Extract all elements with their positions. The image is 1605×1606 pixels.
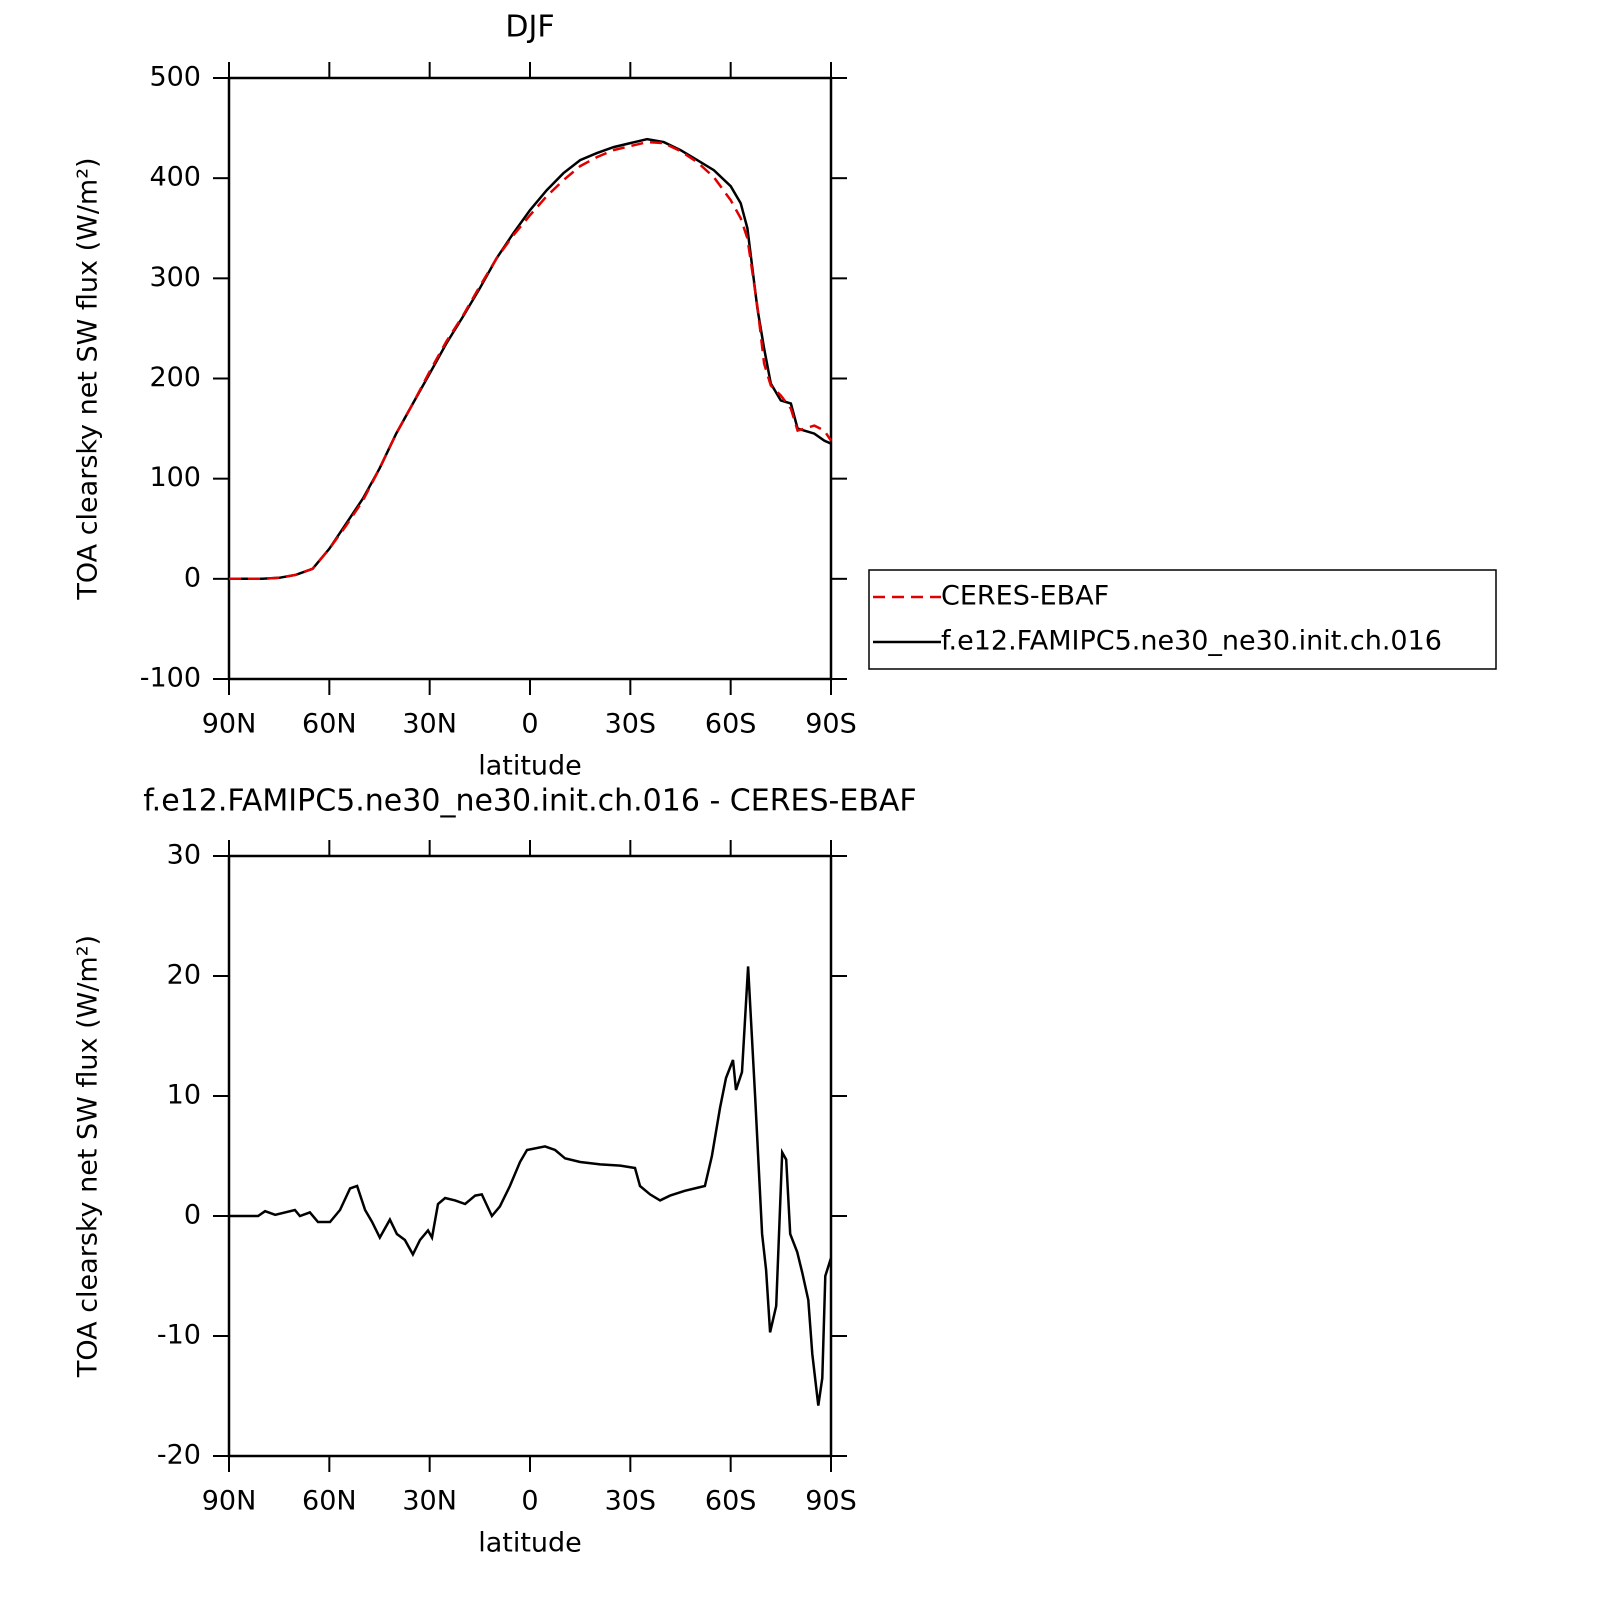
x-tick-label: 30N bbox=[402, 709, 457, 740]
legend-box bbox=[868, 569, 1497, 670]
x-tick-label: 30S bbox=[605, 1486, 657, 1517]
y-tick-label: 30 bbox=[167, 840, 201, 871]
y-tick-label: -100 bbox=[140, 663, 201, 694]
data-line bbox=[229, 137, 832, 581]
data-line bbox=[229, 140, 833, 581]
y-axis-label: TOA clearsky net SW flux (W/m²) bbox=[73, 157, 104, 600]
y-tick-label: -10 bbox=[157, 1320, 201, 1351]
y-tick-label: 400 bbox=[149, 162, 201, 193]
legend-label: CERES-EBAF bbox=[941, 581, 1109, 612]
chart-title: f.e12.FAMIPC5.ne30_ne30.init.ch.016 - CE… bbox=[143, 784, 916, 819]
x-tick-label: 0 bbox=[521, 709, 538, 740]
y-tick-label: 500 bbox=[149, 62, 201, 93]
y-tick-label: 300 bbox=[149, 262, 201, 293]
x-axis-label: latitude bbox=[478, 1528, 582, 1559]
data-line bbox=[229, 966, 833, 1406]
x-tick-label: 60N bbox=[302, 1486, 357, 1517]
y-tick-label: 200 bbox=[149, 362, 201, 393]
x-tick-label: 60N bbox=[302, 709, 357, 740]
x-tick-label: 60S bbox=[705, 1486, 757, 1517]
y-tick-label: 20 bbox=[167, 960, 201, 991]
y-tick-label: 100 bbox=[149, 462, 201, 493]
y-axis-label: TOA clearsky net SW flux (W/m²) bbox=[73, 935, 104, 1378]
x-axis-label: latitude bbox=[478, 751, 582, 782]
x-tick-label: 90S bbox=[805, 1486, 857, 1517]
y-tick-label: -20 bbox=[157, 1440, 201, 1471]
x-tick-label: 90N bbox=[202, 1486, 257, 1517]
chart-title: DJF bbox=[505, 10, 554, 45]
x-tick-label: 30S bbox=[605, 709, 657, 740]
plot-frame bbox=[227, 854, 833, 1458]
x-tick-label: 0 bbox=[521, 1486, 538, 1517]
y-tick-label: 0 bbox=[184, 1200, 201, 1231]
x-tick-label: 90S bbox=[805, 709, 857, 740]
y-tick-label: 10 bbox=[167, 1080, 201, 1111]
x-tick-label: 90N bbox=[202, 709, 257, 740]
legend-label: f.e12.FAMIPC5.ne30_ne30.init.ch.016 bbox=[941, 626, 1442, 657]
x-tick-label: 30N bbox=[402, 1486, 457, 1517]
y-tick-label: 0 bbox=[184, 562, 201, 593]
x-tick-label: 60S bbox=[705, 709, 757, 740]
plot-frame bbox=[227, 76, 833, 681]
